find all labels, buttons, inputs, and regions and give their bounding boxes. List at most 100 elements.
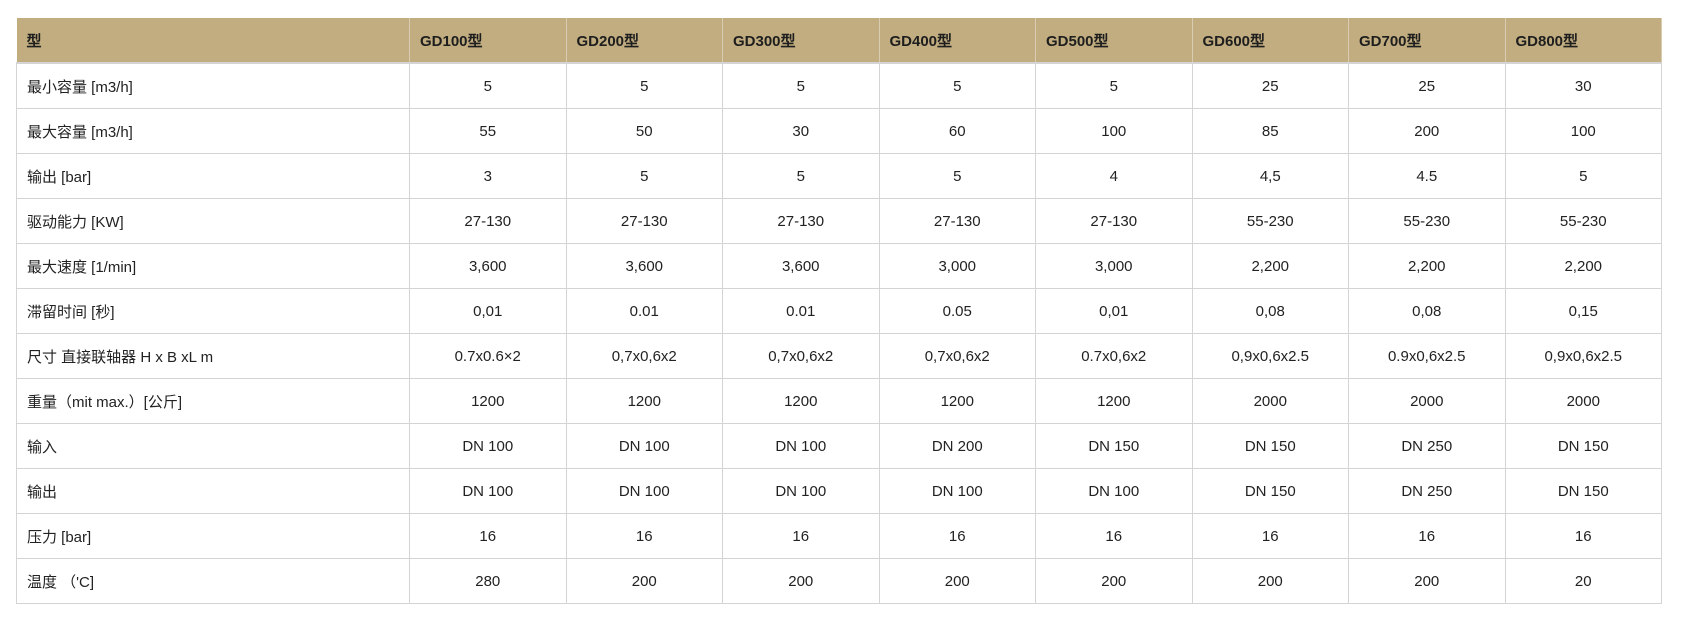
table-cell: DN 100 xyxy=(722,468,880,514)
table-cell: DN 150 xyxy=(1035,423,1193,469)
table-cell: 280 xyxy=(409,558,567,604)
table-cell: 27-130 xyxy=(1035,198,1193,244)
table-cell: 55-230 xyxy=(1505,198,1662,244)
table-cell: 25 xyxy=(1348,63,1506,109)
row-label: 最大容量 [m3/h] xyxy=(16,108,410,154)
table-cell: 2000 xyxy=(1505,378,1662,424)
table-cell: 2000 xyxy=(1192,378,1349,424)
table-cell: 2,200 xyxy=(1348,243,1506,289)
table-cell: 4.5 xyxy=(1348,153,1506,199)
table-row: 压力 [bar] 16 16 16 16 16 16 16 16 xyxy=(16,513,1662,559)
table-cell: 3,600 xyxy=(722,243,880,289)
table-cell: 4 xyxy=(1035,153,1193,199)
table-cell: DN 100 xyxy=(566,423,723,469)
header-model: GD300型 xyxy=(722,18,880,64)
table-row: 输出 [bar] 3 5 5 5 4 4,5 4.5 5 xyxy=(16,153,1662,199)
table-cell: 0,08 xyxy=(1192,288,1349,334)
table-cell: 16 xyxy=(1348,513,1506,559)
table-cell: 0,7x0,6x2 xyxy=(722,333,880,379)
table-cell: 200 xyxy=(1192,558,1349,604)
table-cell: 50 xyxy=(566,108,723,154)
header-row: 型 GD100型 GD200型 GD300型 GD400型 GD500型 GD600型 GD7… xyxy=(16,18,1662,64)
table-cell: 200 xyxy=(1348,558,1506,604)
header-model: GD600型 xyxy=(1192,18,1349,64)
table-cell: 200 xyxy=(1348,108,1506,154)
table-cell: DN 150 xyxy=(1192,423,1349,469)
table-cell: DN 100 xyxy=(722,423,880,469)
table-cell: DN 200 xyxy=(879,423,1036,469)
table-row: 重量（mit max.）[公斤] 1200 1200 1200 1200 1200 2000… xyxy=(16,378,1662,424)
table-cell: 0,01 xyxy=(1035,288,1193,334)
table-cell: 0.05 xyxy=(879,288,1036,334)
row-label: 滞留时间 [秒] xyxy=(16,288,410,334)
table-cell: 16 xyxy=(409,513,567,559)
table-cell: DN 100 xyxy=(409,468,567,514)
table-cell: 2000 xyxy=(1348,378,1506,424)
table-row: 尺寸 直接联轴器 H x B xL m 0.7x0.6×2 0,7x0,6x2 0,7… xyxy=(16,333,1662,379)
table-cell: 2,200 xyxy=(1192,243,1349,289)
table-cell: 55 xyxy=(409,108,567,154)
table-cell: 16 xyxy=(1505,513,1662,559)
table-row: 滞留时间 [秒] 0,01 0.01 0.01 0.05 0,01 0,08 0,08 0,15 xyxy=(16,288,1662,334)
table-cell: 2,200 xyxy=(1505,243,1662,289)
table-cell: 4,5 xyxy=(1192,153,1349,199)
table-cell: 16 xyxy=(879,513,1036,559)
table-cell: 16 xyxy=(1192,513,1349,559)
table-cell: 1200 xyxy=(1035,378,1193,424)
table-cell: 0.9x0,6x2.5 xyxy=(1348,333,1506,379)
header-model: GD400型 xyxy=(879,18,1036,64)
table-row: 输入 DN 100 DN 100 DN 100 DN 200 DN 150 DN 150 DN… xyxy=(16,423,1662,469)
spec-table: 型 GD100型 GD200型 GD300型 GD400型 GD500型 GD600型 GD7… xyxy=(16,18,1662,604)
row-label: 最大速度 [1/min] xyxy=(16,243,410,289)
table-row: 最大容量 [m3/h] 55 50 30 60 100 85 200 100 xyxy=(16,108,1662,154)
table-cell: 3,000 xyxy=(1035,243,1193,289)
table-cell: 3,600 xyxy=(566,243,723,289)
table-cell: DN 100 xyxy=(566,468,723,514)
header-model: GD100型 xyxy=(409,18,567,64)
table-cell: 27-130 xyxy=(879,198,1036,244)
table-cell: 3,000 xyxy=(879,243,1036,289)
table-cell: 200 xyxy=(566,558,723,604)
table-cell: 0.7x0,6x2 xyxy=(1035,333,1193,379)
table-cell: 1200 xyxy=(722,378,880,424)
table-row: 温度 （'C] 280 200 200 200 200 200 200 20 xyxy=(16,558,1662,604)
table-cell: DN 150 xyxy=(1505,468,1662,514)
table-cell: 5 xyxy=(1505,153,1662,199)
table-cell: 5 xyxy=(879,63,1036,109)
table-cell: DN 100 xyxy=(1035,468,1193,514)
table-cell: 3,600 xyxy=(409,243,567,289)
table-cell: 0,08 xyxy=(1348,288,1506,334)
row-label: 输出 [bar] xyxy=(16,153,410,199)
table-cell: 1200 xyxy=(409,378,567,424)
table-cell: 0,9x0,6x2.5 xyxy=(1505,333,1662,379)
table-cell: 60 xyxy=(879,108,1036,154)
table-cell: 30 xyxy=(1505,63,1662,109)
header-model: GD500型 xyxy=(1035,18,1193,64)
table-cell: 1200 xyxy=(879,378,1036,424)
table-cell: 200 xyxy=(1035,558,1193,604)
header-model: GD200型 xyxy=(566,18,723,64)
table-cell: 0.01 xyxy=(566,288,723,334)
row-label: 输入 xyxy=(16,423,410,469)
table-cell: 100 xyxy=(1505,108,1662,154)
table-cell: 0.01 xyxy=(722,288,880,334)
row-label: 温度 （'C] xyxy=(16,558,410,604)
table-cell: 200 xyxy=(722,558,880,604)
table-cell: 55-230 xyxy=(1348,198,1506,244)
table-row: 输出 DN 100 DN 100 DN 100 DN 100 DN 100 DN 150 DN… xyxy=(16,468,1662,514)
table-cell: 0,15 xyxy=(1505,288,1662,334)
table-cell: 27-130 xyxy=(409,198,567,244)
table-cell: 5 xyxy=(1035,63,1193,109)
table-cell: 5 xyxy=(722,63,880,109)
table-cell: DN 150 xyxy=(1192,468,1349,514)
table-cell: 16 xyxy=(566,513,723,559)
row-label: 重量（mit max.）[公斤] xyxy=(16,378,410,424)
table-cell: 100 xyxy=(1035,108,1193,154)
table-cell: 20 xyxy=(1505,558,1662,604)
header-type: 型 xyxy=(16,18,410,64)
table-cell: DN 250 xyxy=(1348,423,1506,469)
table-cell: 0,7x0,6x2 xyxy=(566,333,723,379)
table-cell: 55-230 xyxy=(1192,198,1349,244)
table-cell: 5 xyxy=(409,63,567,109)
table-cell: DN 100 xyxy=(409,423,567,469)
